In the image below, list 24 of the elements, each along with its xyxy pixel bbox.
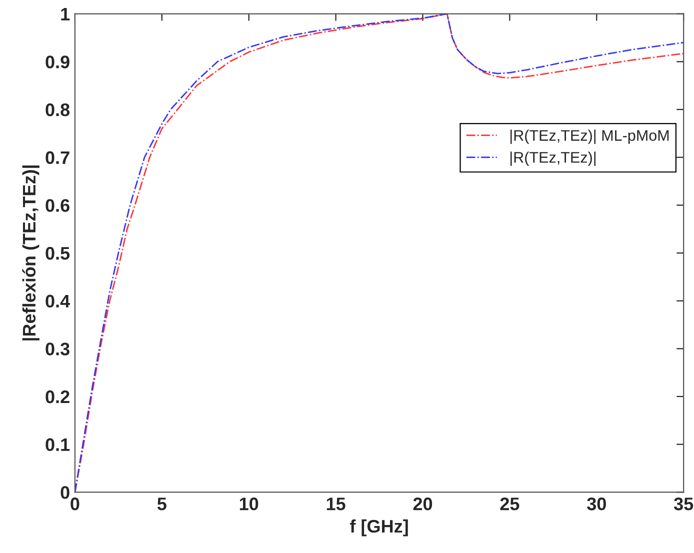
y-tick-label: 0.5 — [46, 246, 70, 260]
y-tick-label: 0.8 — [46, 103, 70, 116]
x-tick-label: 0 — [70, 498, 80, 510]
line-series — [74, 14, 684, 492]
x-tick-label: 5 — [157, 498, 166, 510]
y-axis-title: |Reflexión (TEz,TEz)| — [22, 166, 40, 340]
y-tick-label: 0.1 — [46, 438, 70, 452]
legend-label: |R(TEz,TEz)| ML-pMoM — [510, 130, 669, 144]
x-tick-label: 15 — [326, 498, 346, 510]
x-axis-title: f [GHz] — [350, 519, 408, 536]
x-tick-label: 20 — [413, 498, 432, 510]
y-tick-label: 0.7 — [46, 151, 70, 164]
x-tick-label: 10 — [240, 498, 258, 510]
y-tick-label: 0.2 — [46, 390, 70, 404]
y-tick-label: 0.9 — [46, 56, 70, 68]
legend-label: |R(TEz,TEz)| — [510, 152, 596, 166]
x-tick-label: 30 — [587, 498, 606, 510]
y-tick-label: 0.3 — [46, 342, 70, 356]
y-tick-label: 0.4 — [46, 294, 70, 308]
y-tick-label: 1 — [61, 8, 70, 20]
y-tick-label: 0.6 — [46, 199, 70, 212]
x-tick-label: 25 — [500, 498, 520, 510]
x-tick-label: 35 — [674, 498, 694, 510]
y-tick-label: 0 — [60, 486, 70, 499]
